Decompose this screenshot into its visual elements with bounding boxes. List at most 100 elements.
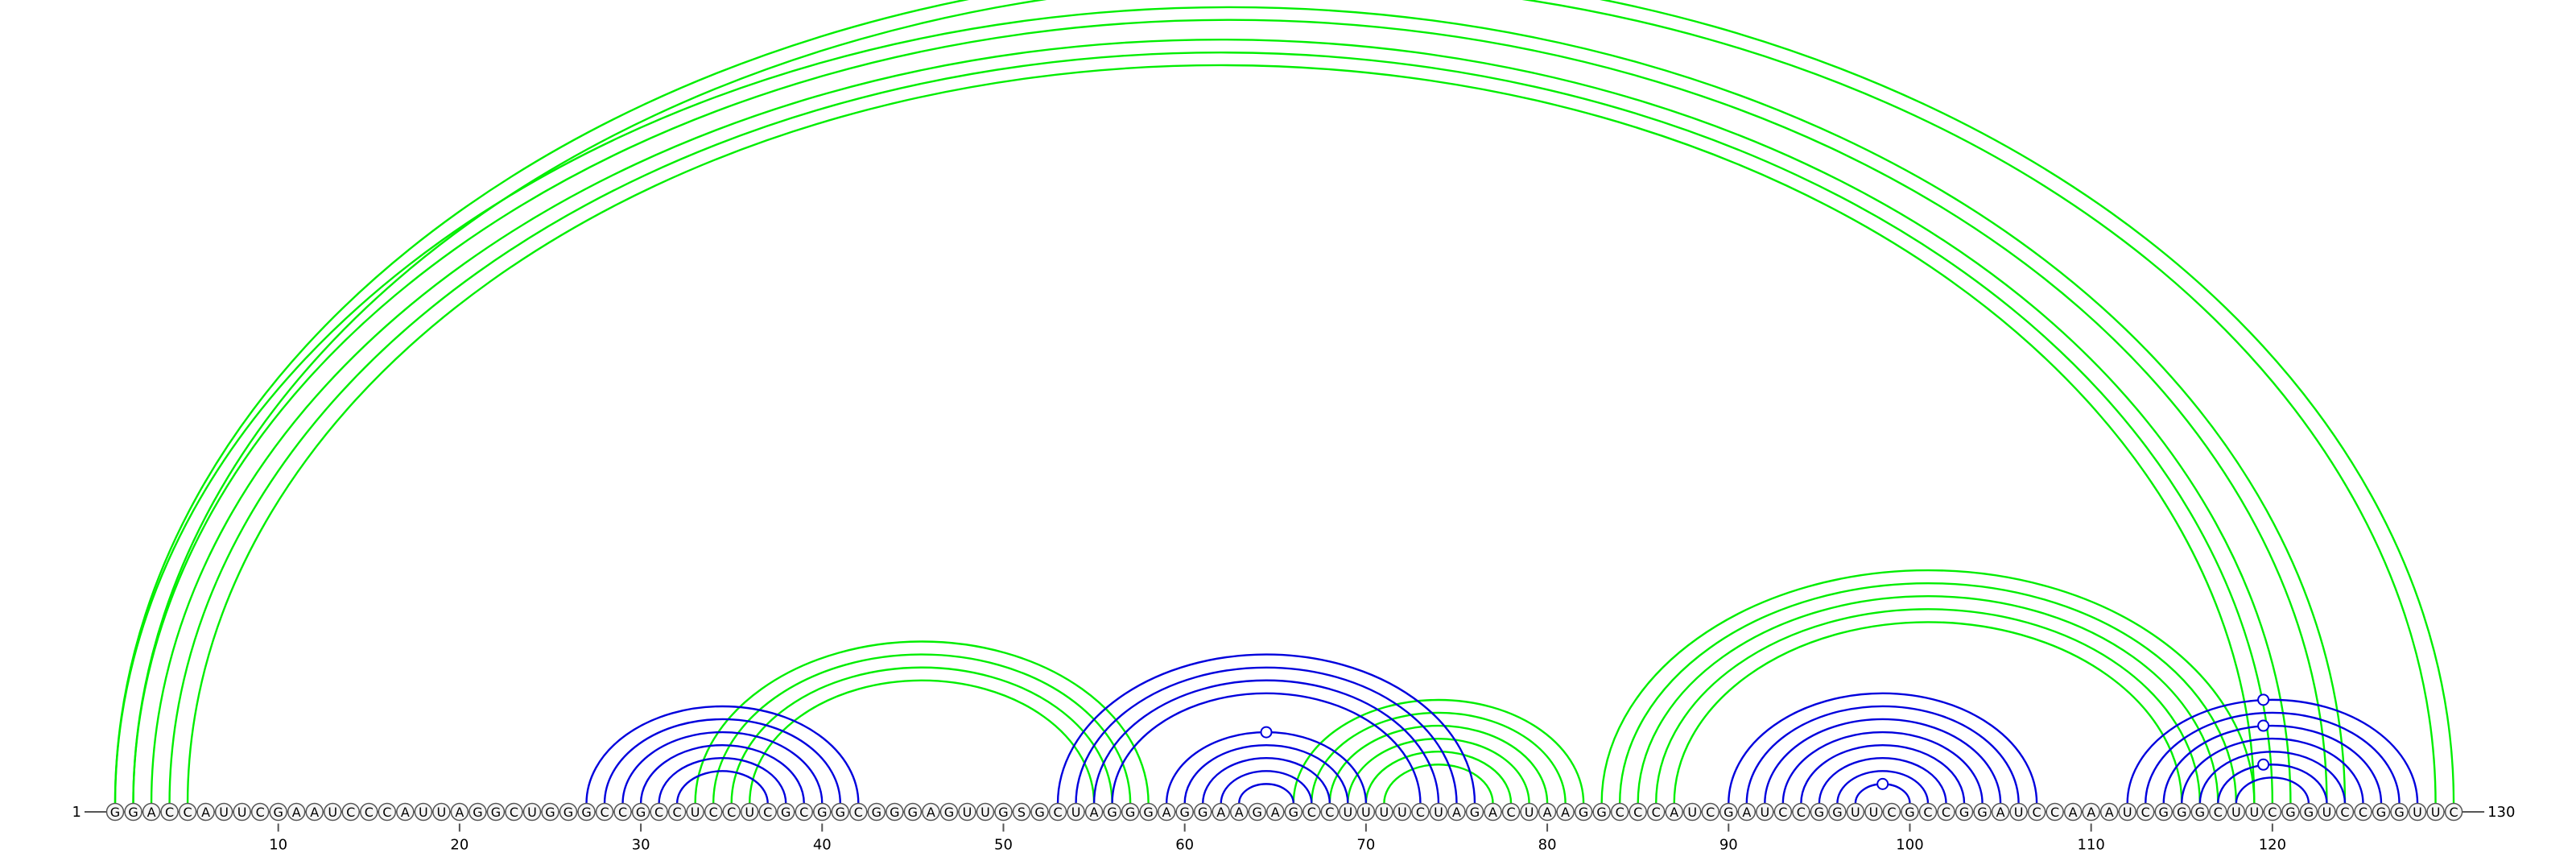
nucleotide-circle (505, 802, 523, 822)
nucleotide-circle (704, 802, 723, 822)
nucleotide: A (396, 802, 415, 822)
nucleotide-circle (2318, 802, 2336, 822)
nucleotide: G (813, 802, 832, 822)
nucleotide-letter: C (1652, 805, 1661, 820)
nucleotide-letter: A (1090, 805, 1099, 820)
nucleotide-letter: G (817, 805, 827, 820)
nucleotide-letter: A (292, 805, 301, 820)
nucleotide-letter: G (273, 805, 283, 820)
nucleotide: G (2190, 802, 2210, 822)
nucleotide-circle (740, 802, 759, 822)
tick-label: 80 (1538, 837, 1557, 854)
nucleotide-circle (1012, 802, 1031, 822)
nucleotide-circle (250, 802, 270, 822)
nucleotide: G (903, 802, 923, 822)
base-pair-arc-blue (1165, 731, 1368, 804)
base-pair-arc-green (150, 38, 2292, 804)
nucleotide-letter: U (1344, 805, 1353, 820)
base-pair-arc-blue (1800, 743, 1966, 804)
nucleotide-letter: G (2285, 805, 2295, 820)
nucleotide-circle (849, 802, 868, 822)
arcs-layer (114, 0, 2455, 804)
nucleotide-circle (631, 802, 650, 822)
nucleotide-circle (1356, 802, 1376, 822)
base-pair-arc-blue (1818, 757, 1947, 804)
nucleotide-circle (541, 802, 559, 822)
nucleotide-circle (1556, 802, 1575, 822)
arc-apex-marker (1876, 777, 1889, 790)
nucleotide-letter: C (256, 805, 265, 820)
base-pair-arc-blue (2198, 750, 2347, 804)
nucleotide: G (105, 802, 125, 822)
base-pair-arc-green (1328, 724, 1549, 804)
nucleotide: G (867, 802, 886, 822)
nucleotide-circle (214, 802, 233, 822)
base-pair-arc-blue (2217, 764, 2328, 804)
nucleotide-circle (813, 802, 832, 822)
nucleotide: A (1212, 802, 1230, 822)
nucleotide-circle (1756, 802, 1774, 822)
nucleotide: G (1193, 802, 1212, 822)
nucleotide-circle (2354, 802, 2372, 822)
nucleotide-letter: G (2394, 805, 2404, 820)
nucleotide-letter: C (1633, 805, 1642, 820)
nucleotide: C (1411, 802, 1430, 822)
nucleotide-letter: G (1125, 805, 1135, 820)
nucleotide-letter: C (854, 805, 863, 820)
nucleotide: U (686, 802, 704, 822)
nucleotide-circle (486, 802, 506, 822)
nucleotide-circle (1501, 802, 1521, 822)
nucleotide: G (939, 802, 959, 822)
ticks-layer: 10 20 30 40 50 60 70 80 90 100 110 120 (269, 823, 2286, 854)
nucleotide-circle (2082, 802, 2100, 822)
nucleotide-letter: C (2050, 805, 2059, 820)
nucleotide-letter: A (201, 805, 210, 820)
nucleotide: A (1556, 802, 1575, 822)
nucleotide: C (360, 802, 378, 822)
nucleotide: U (323, 802, 342, 822)
nucleotide: A (305, 802, 324, 822)
nucleotide: G (776, 802, 795, 822)
nucleotide-circle (1991, 802, 2010, 822)
nucleotide: U (2245, 802, 2264, 822)
nucleotide: G (994, 802, 1013, 822)
base-pair-arc-blue (1202, 757, 1331, 804)
nucleotide: A (1538, 802, 1557, 822)
nucleotide-circle (1175, 802, 1194, 822)
nucleotide: U (1393, 802, 1412, 822)
nucleotide: A (1084, 802, 1104, 822)
tick-label: 90 (1719, 837, 1738, 854)
base-pair-arc-green (1364, 750, 1513, 804)
base-pair-arc-blue (1745, 705, 2020, 804)
nucleotide-circle (2046, 802, 2064, 822)
nucleotide: C (178, 802, 197, 822)
nucleotide: U (2318, 802, 2336, 822)
nucleotide: A (1737, 802, 1757, 822)
base-pair-arc-blue (675, 770, 769, 804)
nucleotide-letter: C (165, 805, 174, 820)
nucleotide-letter: C (709, 805, 718, 820)
base-pair-arc-blue (1092, 679, 1440, 804)
base-pair-arc-blue (2235, 776, 2310, 804)
nucleotide-letter: U (1525, 805, 1534, 820)
nucleotide: G (2281, 802, 2300, 822)
base-pair-arc-blue (585, 705, 860, 804)
nucleotide-letter: U (963, 805, 972, 820)
nucleotide-letter: U (1869, 805, 1879, 820)
nucleotide-circle (1882, 802, 1901, 822)
nucleotide: A (922, 802, 940, 822)
nucleotide-letter: G (2304, 805, 2314, 820)
nucleotide: C (1501, 802, 1521, 822)
nucleotide-circle (341, 802, 361, 822)
nucleotide-letter: G (564, 805, 573, 820)
nucleotide-circle (2372, 802, 2391, 822)
nucleotide-letter: A (1235, 805, 1244, 820)
nucleotide: C (1773, 802, 1793, 822)
nucleotide: G (1121, 802, 1140, 822)
nucleotide-letter: U (2123, 805, 2132, 820)
base-pair-arc-blue (1238, 783, 1294, 804)
nucleotide-circle (2099, 802, 2119, 822)
base-pair-arc-green (168, 51, 2274, 804)
nucleotide-circle (2209, 802, 2227, 822)
